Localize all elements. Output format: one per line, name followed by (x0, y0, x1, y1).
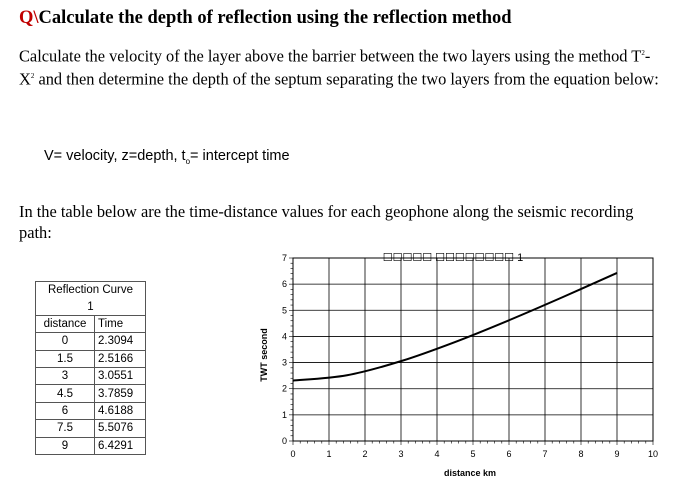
table-header-row: distance Time (35, 314, 146, 334)
chart-series (292, 272, 618, 382)
intro-part1: Calculate the velocity of the layer abov… (19, 46, 642, 66)
table-title-row: Reflection Curve (35, 281, 146, 299)
y-tick-label: 1 (282, 410, 287, 420)
cell-distance: 7.5 (35, 419, 95, 438)
table-row: 6 4.6188 (35, 401, 146, 421)
y-tick-label: 0 (282, 436, 287, 446)
y-tick-label: 4 (282, 331, 287, 341)
table-row: 3 3.0551 (35, 366, 146, 386)
table-row: 4.5 3.7859 (35, 384, 146, 403)
question-title: Q\Calculate the depth of reflection usin… (19, 8, 512, 29)
intro-exponent-2: 2 (30, 72, 35, 81)
variables-legend: V= velocity, z=depth, to= intercept time (44, 148, 290, 166)
x-tick-label: 6 (506, 449, 511, 459)
y-tick-label: 5 (282, 305, 287, 315)
cell-distance: 4.5 (35, 384, 95, 403)
cell-time: 5.5076 (94, 419, 146, 438)
intro-exponent-1: 2 (641, 49, 645, 57)
intro-paragraph: Calculate the velocity of the layer abov… (19, 43, 664, 90)
x-tick-label: 7 (542, 449, 547, 459)
x-tick-label: 10 (648, 449, 658, 459)
cell-time: 6.4291 (94, 436, 146, 455)
x-tick-label: 1 (326, 449, 331, 459)
y-tick-label: 2 (282, 384, 287, 394)
series-line (292, 272, 618, 382)
y-tick-label: 6 (282, 279, 287, 289)
x-tick-label: 5 (470, 449, 475, 459)
table-intro-paragraph: In the table below are the time-distance… (19, 202, 634, 242)
y-tick-label: 7 (282, 253, 287, 263)
table-title: Reflection Curve (35, 281, 146, 299)
cell-time: 3.7859 (94, 384, 146, 403)
cell-time: 2.3094 (94, 332, 146, 351)
cell-distance: 1.5 (35, 349, 95, 368)
table-row: 9 6.4291 (35, 436, 146, 455)
chart-grid (292, 257, 654, 442)
x-tick-label: 8 (578, 449, 583, 459)
x-axis-label: distance km (444, 468, 496, 478)
x-tick-label: 3 (398, 449, 403, 459)
x-tick-label: 4 (434, 449, 439, 459)
question-marker: Q\ (19, 8, 39, 28)
reflection-table: Reflection Curve 1 distance Time 0 2.3094… (35, 281, 146, 455)
y-tick-label: 3 (282, 358, 287, 368)
variables-text: V= velocity, z=depth, t (44, 148, 186, 164)
y-axis-label: TWT second (259, 328, 269, 382)
chart-axes: 0 1 2 3 4 5 6 7 8 9 10 0 1 2 3 4 5 6 7 (282, 253, 658, 459)
variables-rest: = intercept time (190, 148, 290, 164)
intro-part2: and then determine the depth of the sept… (34, 69, 659, 89)
question-text: Calculate the depth of reflection using … (38, 8, 512, 28)
x-tick-label: 2 (362, 449, 367, 459)
intro-mid: -X (19, 46, 651, 89)
cell-time: 3.0551 (94, 366, 146, 386)
cell-time: 4.6188 (94, 401, 146, 421)
table-row: 1.5 2.5166 (35, 349, 146, 368)
column-header-time: Time (94, 314, 146, 334)
x-tick-label: 0 (290, 449, 295, 459)
chart-title: ☐☐☐☐☐ ☐☐☐☐☐☐☐☐ 1 (383, 252, 523, 264)
x-tick-label: 9 (614, 449, 619, 459)
variables-subscript: o (185, 156, 191, 166)
table-row: 7.5 5.5076 (35, 419, 146, 438)
table-row: 0 2.3094 (35, 332, 146, 351)
